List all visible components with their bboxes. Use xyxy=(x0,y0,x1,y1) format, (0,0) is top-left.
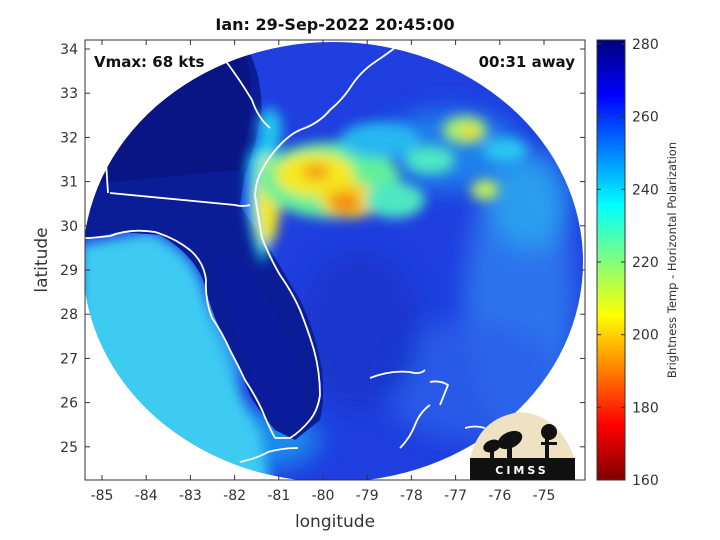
x-tick-label: -85 xyxy=(91,488,114,504)
x-tick-label: -84 xyxy=(135,488,158,504)
x-tick-label: -77 xyxy=(444,488,467,504)
colorbar-tick-label: 220 xyxy=(632,255,659,271)
x-tick-label: -82 xyxy=(223,488,246,504)
colorbar-tick-labels: 280 260 240 220 200 180 160 xyxy=(632,37,659,489)
x-tick-label: -76 xyxy=(488,488,511,504)
y-tick-label: 34 xyxy=(60,42,78,58)
colorbar-gradient xyxy=(596,39,626,481)
colorbar-tick-marks xyxy=(597,43,625,481)
colorbar-tick-label: 160 xyxy=(632,473,659,489)
x-tick-label: -78 xyxy=(400,488,423,504)
x-tick-label: -81 xyxy=(267,488,290,504)
x-tick-label: -75 xyxy=(533,488,556,504)
x-axis-label: longitude xyxy=(295,512,375,532)
colorbar-tick-label: 240 xyxy=(632,182,659,198)
y-tick-label: 25 xyxy=(60,440,78,456)
x-tick-label: -83 xyxy=(179,488,202,504)
vmax-annotation: Vmax: 68 kts xyxy=(94,53,204,71)
cimss-logo-text: CIMSS xyxy=(495,464,548,477)
y-tick-label: 27 xyxy=(60,351,78,367)
cimss-logo: CIMSS xyxy=(470,412,575,480)
colorbar-tick-label: 280 xyxy=(632,37,659,53)
brightness-swath xyxy=(85,42,583,480)
chart-title: Ian: 29-Sep-2022 20:45:00 xyxy=(215,15,454,34)
colorbar-tick-label: 200 xyxy=(632,328,659,344)
x-tick-labels: -85 -84 -83 -82 -81 -80 -79 -78 -77 -76 -75 xyxy=(91,488,556,504)
x-tick-marks xyxy=(101,40,545,480)
y-tick-label: 33 xyxy=(60,86,78,102)
colorbar-tick-label: 180 xyxy=(632,400,659,416)
y-tick-label: 30 xyxy=(60,219,78,235)
plot-frame xyxy=(84,39,586,481)
time-away-annotation: 00:31 away xyxy=(479,53,576,71)
colorbar: 280 260 240 220 200 180 160 Brightness Temp - … xyxy=(596,37,679,489)
colorbar-label: Brightness Temp - Horizontal Polarizatio… xyxy=(665,142,679,378)
y-tick-label: 29 xyxy=(60,263,78,279)
y-tick-label: 31 xyxy=(60,175,78,191)
x-tick-label: -80 xyxy=(312,488,335,504)
x-tick-label: -79 xyxy=(356,488,379,504)
y-tick-labels: 34 33 32 31 30 29 28 27 26 25 xyxy=(60,42,78,456)
y-axis-label: latitude xyxy=(32,227,52,292)
colorbar-tick-label: 260 xyxy=(632,110,659,126)
y-tick-label: 28 xyxy=(60,307,78,323)
y-tick-label: 32 xyxy=(60,130,78,146)
y-tick-label: 26 xyxy=(60,396,78,412)
coastlines xyxy=(85,40,486,463)
y-tick-marks xyxy=(85,48,585,448)
